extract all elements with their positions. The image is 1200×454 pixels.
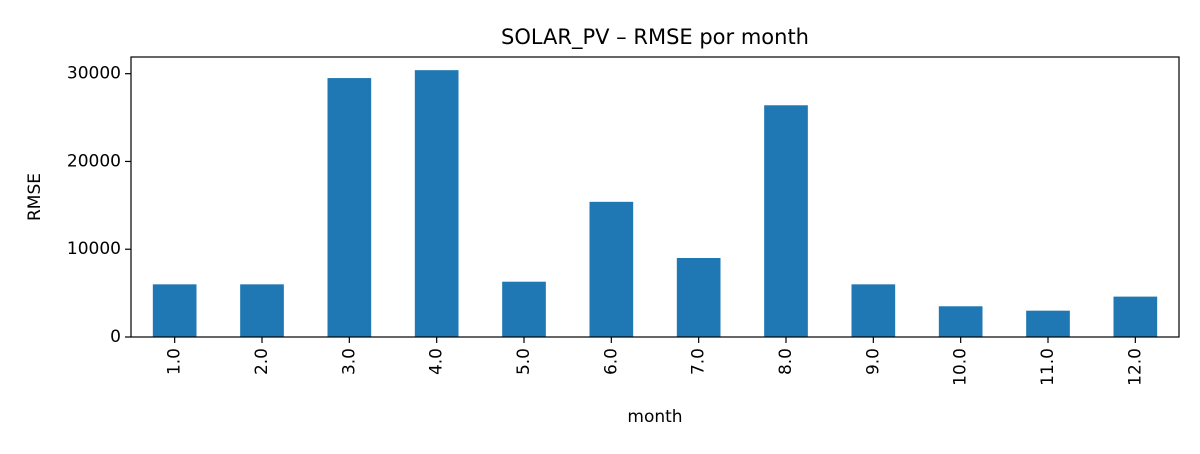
- x-tick-label: 8.0: [776, 348, 796, 375]
- y-tick-label: 10000: [67, 239, 121, 259]
- x-tick-label: 10.0: [951, 348, 971, 386]
- x-tick-label: 11.0: [1038, 348, 1058, 386]
- x-tick-label: 6.0: [601, 348, 621, 375]
- bar-month-4.0: [414, 70, 459, 338]
- bar-month-12.0: [1113, 296, 1158, 337]
- x-tick-label: 5.0: [514, 348, 534, 375]
- x-tick-label: 3.0: [339, 348, 359, 375]
- x-tick-label: 1.0: [165, 348, 185, 375]
- bar-month-3.0: [327, 78, 372, 337]
- bar-month-1.0: [152, 284, 197, 337]
- bar-month-10.0: [938, 306, 983, 337]
- y-tick-label: 0: [110, 327, 121, 347]
- y-axis-label: RMSE: [25, 173, 45, 221]
- chart-title: SOLAR_PV – RMSE por month: [501, 25, 809, 50]
- bar-month-7.0: [676, 258, 721, 337]
- x-tick-label: 7.0: [689, 348, 709, 375]
- bar-month-2.0: [240, 284, 284, 337]
- y-tick-label: 20000: [67, 151, 121, 171]
- bar-month-5.0: [502, 281, 546, 337]
- x-axis-ticks: 1.0 2.0 3.0 4.0 5.0 6.0 7.0 8.0 9.0 10.0 11.0 12.0: [165, 337, 1145, 386]
- bar-month-9.0: [851, 284, 896, 337]
- x-tick-label: 12.0: [1125, 348, 1145, 386]
- y-axis-ticks: 0 10000 20000 30000: [67, 64, 131, 347]
- bar-month-11.0: [1026, 310, 1070, 337]
- x-tick-label: 2.0: [252, 348, 272, 375]
- bar-month-8.0: [764, 105, 808, 337]
- y-tick-label: 30000: [67, 64, 121, 84]
- plot-frame: [130, 56, 1180, 338]
- x-tick-label: 9.0: [863, 348, 883, 375]
- x-axis-label: month: [627, 407, 682, 427]
- bars-group: [152, 70, 1158, 338]
- x-tick-label: 4.0: [427, 348, 447, 375]
- bar-month-6.0: [589, 201, 634, 337]
